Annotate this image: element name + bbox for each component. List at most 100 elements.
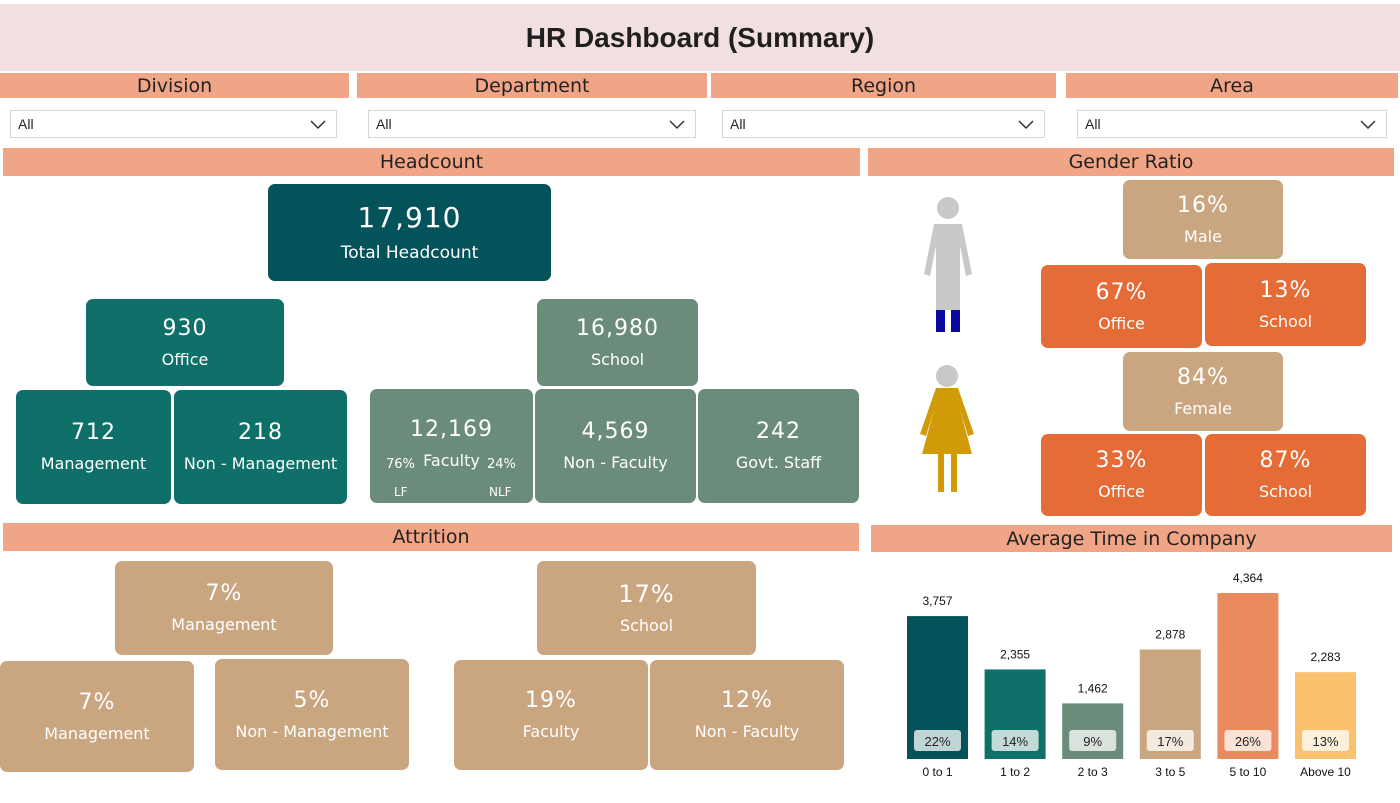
non-management-headcount-card[interactable]: 218 Non - Management xyxy=(174,390,347,504)
female-office-label: Office xyxy=(1098,482,1145,502)
female-school-card[interactable]: 87% School xyxy=(1205,434,1366,516)
chevron-down-icon xyxy=(669,120,685,130)
office-headcount-value: 930 xyxy=(162,315,208,341)
male-office-label: Office xyxy=(1098,313,1145,333)
attrition-school-top-value: 17% xyxy=(618,580,675,608)
gender-ratio-header-label: Gender Ratio xyxy=(1068,151,1194,173)
non-management-headcount-value: 218 xyxy=(238,420,283,446)
division-select-value: All xyxy=(18,116,34,132)
office-headcount-card[interactable]: 930 Office xyxy=(86,299,284,386)
bar-value-label: 2,878 xyxy=(1155,628,1185,642)
department-filter-label: Department xyxy=(474,74,590,97)
faculty-headcount-card[interactable]: 12,169 Faculty 76% LF 24% NLF xyxy=(370,389,533,503)
non-faculty-headcount-card[interactable]: 4,569 Non - Faculty xyxy=(535,389,696,503)
lf-percent: 76% xyxy=(386,457,415,472)
x-tick-label: 3 to 5 xyxy=(1155,765,1185,779)
bar-value-label: 1,462 xyxy=(1078,681,1108,695)
male-school-card[interactable]: 13% School xyxy=(1205,263,1366,346)
school-headcount-card[interactable]: 16,980 School xyxy=(537,299,698,386)
bar-percent-label: 14% xyxy=(1002,734,1028,749)
division-filter-header: Division xyxy=(0,73,349,98)
govt-staff-headcount-card[interactable]: 242 Govt. Staff xyxy=(698,389,859,503)
percent-badge xyxy=(1069,730,1117,751)
male-ratio-card[interactable]: 16% Male xyxy=(1123,180,1283,259)
bar-percent-label: 26% xyxy=(1235,734,1261,749)
attrition-school-top-card[interactable]: 17% School xyxy=(537,561,756,655)
percent-badge xyxy=(1224,730,1272,751)
female-school-label: School xyxy=(1258,482,1313,502)
female-office-value: 33% xyxy=(1095,448,1148,474)
male-ratio-label: Male xyxy=(1184,226,1222,246)
attrition-non-faculty-card[interactable]: 12% Non - Faculty xyxy=(650,660,844,770)
management-headcount-label: Management xyxy=(40,454,147,474)
attrition-management-top-card[interactable]: 7% Management xyxy=(115,561,333,655)
area-filter-label: Area xyxy=(1210,74,1254,97)
female-school-value: 87% xyxy=(1259,448,1312,474)
attrition-faculty-label: Faculty xyxy=(522,722,580,742)
male-person-icon xyxy=(924,197,972,332)
region-select[interactable]: All xyxy=(722,110,1045,138)
area-select[interactable]: All xyxy=(1077,110,1387,138)
x-tick-label: 5 to 10 xyxy=(1230,765,1267,779)
department-select-value: All xyxy=(376,116,392,132)
bar-value-label: 3,757 xyxy=(922,594,952,608)
attrition-header: Attrition xyxy=(3,523,859,551)
male-office-value: 67% xyxy=(1095,279,1148,305)
avg-time-header: Average Time in Company xyxy=(871,525,1392,552)
bar-percent-label: 13% xyxy=(1312,734,1338,749)
attrition-management-top-label: Management xyxy=(171,615,277,635)
bar-percent-label: 9% xyxy=(1083,734,1102,749)
non-faculty-headcount-value: 4,569 xyxy=(581,419,650,445)
avg-time-chart-title: Average Time in Company xyxy=(1006,527,1257,550)
headcount-header: Headcount xyxy=(3,148,860,176)
chevron-down-icon xyxy=(1360,120,1376,130)
male-ratio-value: 16% xyxy=(1177,192,1229,218)
headcount-header-label: Headcount xyxy=(379,151,484,173)
chevron-down-icon xyxy=(1018,120,1034,130)
attrition-non-faculty-label: Non - Faculty xyxy=(694,722,800,742)
management-headcount-card[interactable]: 712 Management xyxy=(16,390,171,504)
chevron-down-icon xyxy=(310,120,326,130)
attrition-faculty-value: 19% xyxy=(525,688,577,714)
bar-value-label: 4,364 xyxy=(1233,571,1263,585)
attrition-non-management-value: 5% xyxy=(293,687,331,713)
school-headcount-label: School xyxy=(590,349,645,369)
area-select-value: All xyxy=(1085,116,1101,132)
dashboard-title-bar: HR Dashboard (Summary) xyxy=(0,4,1400,71)
bar-percent-label: 17% xyxy=(1157,734,1183,749)
attrition-school-top-label: School xyxy=(619,616,674,636)
faculty-headcount-value: 12,169 xyxy=(410,417,493,443)
attrition-management-card[interactable]: 7% Management xyxy=(0,661,194,772)
total-headcount-label: Total Headcount xyxy=(340,242,479,263)
division-filter-label: Division xyxy=(136,74,213,97)
male-school-value: 13% xyxy=(1259,277,1312,303)
female-office-card[interactable]: 33% Office xyxy=(1041,434,1202,516)
office-headcount-label: Office xyxy=(161,349,209,369)
attrition-faculty-card[interactable]: 19% Faculty xyxy=(454,660,648,770)
department-select[interactable]: All xyxy=(368,110,696,138)
page-title: HR Dashboard (Summary) xyxy=(525,21,875,53)
female-ratio-card[interactable]: 84% Female xyxy=(1123,352,1283,431)
attrition-non-management-card[interactable]: 5% Non - Management xyxy=(215,659,409,770)
attrition-management-label: Management xyxy=(44,723,150,743)
management-headcount-value: 712 xyxy=(71,420,116,446)
division-select[interactable]: All xyxy=(10,110,337,138)
bar-percent-label: 22% xyxy=(924,734,950,749)
total-headcount-card[interactable]: 17,910 Total Headcount xyxy=(268,184,551,281)
percent-badge xyxy=(914,730,961,751)
govt-staff-headcount-label: Govt. Staff xyxy=(735,453,822,473)
region-filter-header: Region xyxy=(711,73,1056,98)
bar-value-label: 2,283 xyxy=(1310,650,1340,664)
attrition-management-value: 7% xyxy=(78,689,116,715)
female-ratio-label: Female xyxy=(1174,398,1232,418)
male-office-card[interactable]: 67% Office xyxy=(1041,265,1202,348)
x-tick-label: 2 to 3 xyxy=(1078,765,1108,779)
lf-label: LF xyxy=(394,485,408,499)
female-ratio-value: 84% xyxy=(1177,364,1229,390)
gender-ratio-header: Gender Ratio xyxy=(868,148,1394,176)
attrition-non-management-label: Non - Management xyxy=(235,721,389,741)
x-tick-label: 1 to 2 xyxy=(1000,765,1030,779)
attrition-management-top-value: 7% xyxy=(205,581,243,607)
region-filter-label: Region xyxy=(850,74,917,97)
x-tick-label: Above 10 xyxy=(1300,765,1351,779)
